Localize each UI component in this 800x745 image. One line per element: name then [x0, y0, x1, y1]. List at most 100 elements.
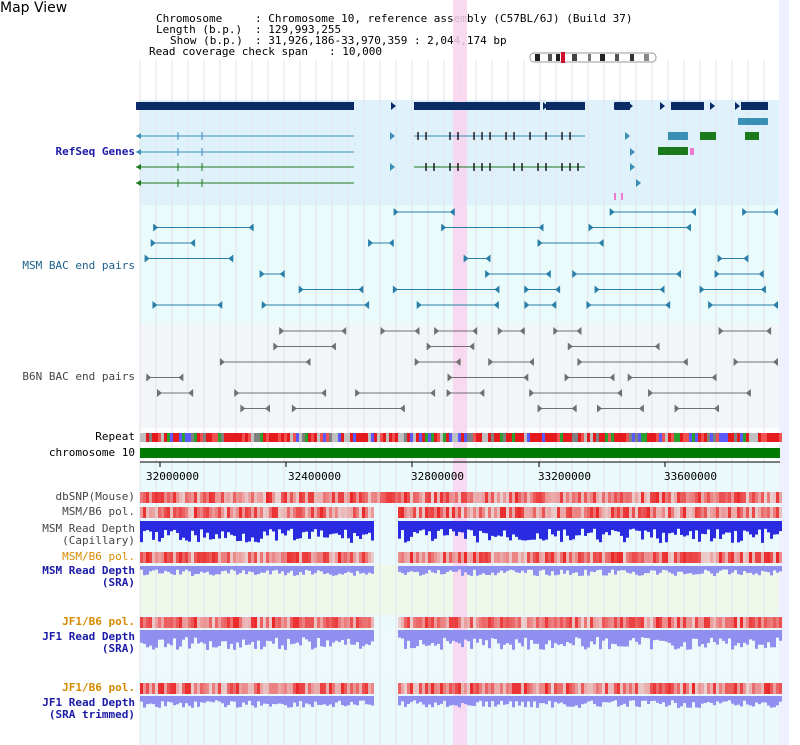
repeat-element: [701, 433, 704, 442]
polymorphism-bin: [503, 492, 506, 503]
repeat-element: [542, 433, 545, 442]
repeat-element: [344, 433, 347, 442]
polymorphism-bin: [488, 617, 491, 628]
depth-bar: [692, 630, 695, 639]
polymorphism-bin: [716, 617, 719, 628]
polymorphism-bin: [611, 492, 614, 503]
depth-bar: [464, 566, 467, 573]
polymorphism-bin: [206, 552, 209, 563]
bac-end: [188, 389, 194, 397]
polymorphism-bin: [707, 683, 710, 694]
polymorphism-bin: [440, 617, 443, 628]
ideogram-band: [615, 54, 619, 61]
polymorphism-bin: [536, 492, 539, 503]
bac-end: [479, 389, 485, 397]
bac-end: [264, 404, 270, 413]
polymorphism-bin: [560, 617, 563, 628]
polymorphism-bin: [527, 552, 530, 563]
polymorphism-bin: [701, 492, 704, 503]
repeat-element: [413, 433, 416, 442]
depth-bar: [686, 630, 689, 650]
polymorphism-bin: [278, 683, 281, 694]
polymorphism-bin: [257, 552, 260, 563]
depth-bar: [149, 566, 152, 572]
depth-bar: [443, 630, 446, 638]
depth-bar: [776, 521, 779, 535]
depth-bar: [284, 566, 287, 576]
depth-bar: [221, 521, 224, 532]
depth-bar: [191, 630, 194, 644]
polymorphism-bin: [362, 552, 365, 563]
polymorphism-bin: [491, 683, 494, 694]
polymorphism-bin: [278, 617, 281, 628]
polymorphism-bin: [536, 552, 539, 563]
polymorphism-bin: [569, 507, 572, 518]
depth-bar: [284, 696, 287, 706]
polymorphism-bin: [305, 492, 308, 503]
repeat-element: [191, 433, 194, 442]
polymorphism-bin: [746, 683, 749, 694]
polymorphism-bin: [383, 492, 386, 503]
polymorphism-bin: [287, 507, 290, 518]
depth-bar: [401, 521, 404, 531]
polymorphism-bin: [602, 507, 605, 518]
depth-bar: [608, 630, 611, 650]
polymorphism-bin: [248, 492, 251, 503]
depth-bar: [530, 630, 533, 641]
polymorphism-bin: [347, 617, 350, 628]
depth-bar: [653, 521, 656, 530]
depth-bar: [203, 566, 206, 573]
depth-bar: [437, 566, 440, 571]
repeat-element: [206, 433, 209, 442]
jf1-depth-trim-sub: (SRA trimmed): [48, 708, 135, 721]
depth-bar: [236, 566, 239, 575]
bac-end: [551, 301, 557, 309]
polymorphism-bin: [239, 552, 242, 563]
depth-bar: [500, 630, 503, 650]
polymorphism-bin: [773, 683, 776, 694]
polymorphism-bin: [710, 552, 713, 563]
depth-bar: [710, 521, 713, 542]
depth-bar: [455, 566, 458, 572]
repeat-element: [458, 433, 461, 442]
depth-bar: [605, 696, 608, 703]
polymorphism-bin: [713, 507, 716, 518]
bac-end: [598, 239, 604, 247]
depth-bar: [344, 630, 347, 645]
bac-end: [248, 223, 254, 232]
repeat-element: [377, 433, 380, 442]
depth-bar: [578, 521, 581, 536]
depth-bar: [713, 696, 716, 706]
depth-bar: [305, 696, 308, 704]
polymorphism-bin: [215, 507, 218, 518]
polymorphism-bin: [500, 492, 503, 503]
polymorphism-bin: [530, 492, 533, 503]
depth-bar: [719, 566, 722, 571]
depth-bar: [692, 521, 695, 539]
depth-bar: [170, 566, 173, 574]
depth-bar: [356, 696, 359, 706]
msm-bac-label: MSM BAC end pairs: [22, 259, 135, 272]
polymorphism-bin: [296, 552, 299, 563]
depth-bar: [734, 630, 737, 646]
polymorphism-bin: [263, 492, 266, 503]
depth-bar: [353, 630, 356, 645]
depth-bar: [647, 566, 650, 574]
depth-bar: [230, 566, 233, 570]
depth-bar: [599, 521, 602, 543]
bac-end: [426, 342, 432, 351]
repeat-element: [329, 433, 332, 442]
polymorphism-bin: [488, 552, 491, 563]
depth-bar: [578, 696, 581, 708]
gene-block: [615, 102, 630, 110]
depth-bar: [626, 566, 629, 573]
depth-bar: [623, 566, 626, 571]
depth-bar: [755, 696, 758, 703]
polymorphism-bin: [719, 617, 722, 628]
depth-bar: [779, 696, 782, 702]
gene-arrow: [660, 102, 665, 110]
polymorphism-bin: [335, 507, 338, 518]
polymorphism-bin: [359, 492, 362, 503]
bac-end: [144, 254, 150, 263]
